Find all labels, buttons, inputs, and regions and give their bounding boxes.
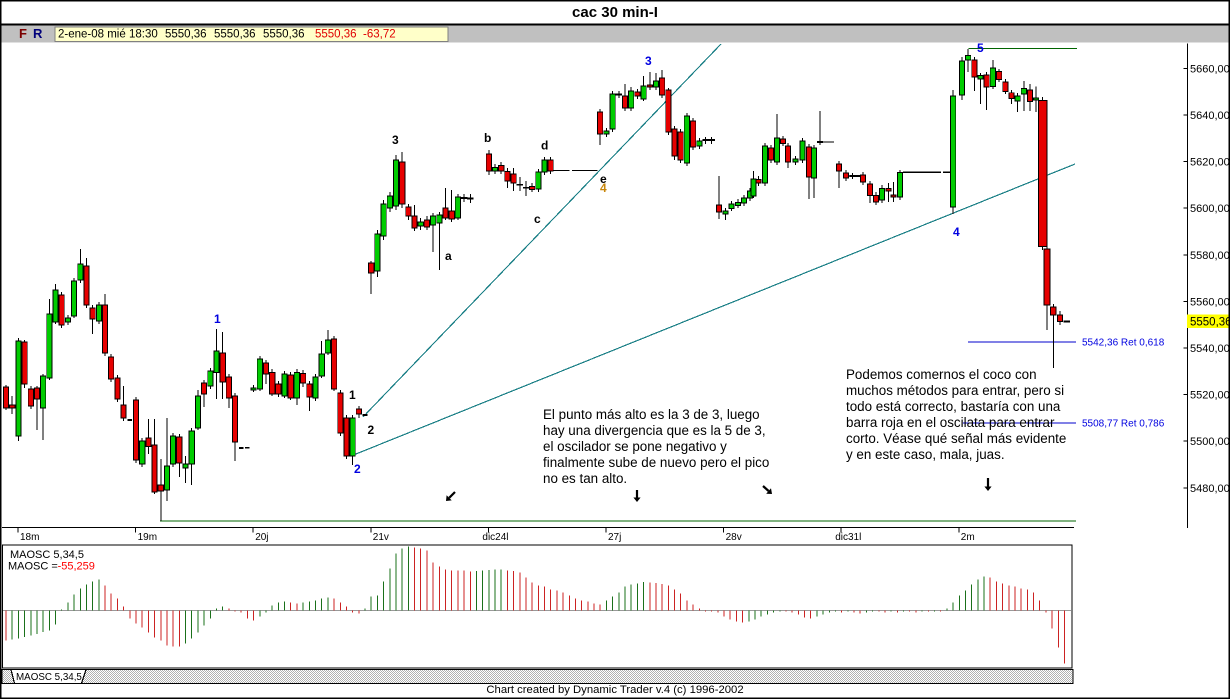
svg-text:3: 3 <box>392 133 399 147</box>
svg-text:R: R <box>33 26 43 41</box>
svg-text:5540,00: 5540,00 <box>1190 343 1230 355</box>
svg-text:5: 5 <box>977 41 984 55</box>
svg-text:e: e <box>600 172 607 186</box>
svg-text:y en este caso, mala, juas.: y en este caso, mala, juas. <box>846 447 1005 462</box>
svg-text:F: F <box>19 26 27 41</box>
svg-text:2m: 2m <box>961 532 975 543</box>
svg-text:no es tan alto.: no es tan alto. <box>543 471 627 486</box>
svg-text:5500,00: 5500,00 <box>1190 436 1230 448</box>
svg-text:dic24l: dic24l <box>482 532 508 543</box>
svg-text:5560,00: 5560,00 <box>1190 296 1230 308</box>
svg-text:5620,00: 5620,00 <box>1190 157 1230 169</box>
svg-text:5640,00: 5640,00 <box>1190 110 1230 122</box>
svg-text:5480,00: 5480,00 <box>1190 483 1230 495</box>
svg-text:a: a <box>445 249 452 263</box>
svg-text:19m: 19m <box>138 532 157 543</box>
svg-text:21v: 21v <box>373 532 389 543</box>
svg-text:4: 4 <box>600 181 607 195</box>
svg-text:d: d <box>541 139 548 153</box>
svg-text:2: 2 <box>354 462 361 476</box>
svg-text:Chart created by Dynamic Trade: Chart created by Dynamic Trader v.4 (c) … <box>486 684 743 696</box>
svg-text:5550,36: 5550,36 <box>1190 317 1230 329</box>
svg-text:todo está correcto, bastaría c: todo está correcto, bastaría con una <box>846 399 1061 414</box>
svg-text:5550,36: 5550,36 <box>214 29 256 41</box>
svg-text:Podemos comernos el coco con: Podemos comernos el coco con <box>846 367 1037 382</box>
svg-text:-55,259: -55,259 <box>58 561 95 573</box>
svg-text:finalmente sube de nuevo pero: finalmente sube de nuevo pero el pico <box>543 455 769 470</box>
svg-text:MAOSC 5,34,5: MAOSC 5,34,5 <box>16 672 82 683</box>
svg-text:5550,36: 5550,36 <box>315 29 357 41</box>
svg-text:20j: 20j <box>255 532 268 543</box>
svg-text:c: c <box>534 212 541 226</box>
svg-text:28v: 28v <box>726 532 742 543</box>
svg-text:5550,36: 5550,36 <box>165 29 207 41</box>
svg-text:2: 2 <box>368 423 375 437</box>
svg-text:hay una divergencia que es la: hay una divergencia que es la 5 de 3, <box>543 423 766 438</box>
svg-text:El punto más alto es la 3 de 3: El punto más alto es la 3 de 3, luego <box>543 407 760 422</box>
svg-text:5520,00: 5520,00 <box>1190 390 1230 402</box>
svg-text:5660,00: 5660,00 <box>1190 63 1230 75</box>
svg-text:5550,36: 5550,36 <box>263 29 305 41</box>
svg-text:MAOSC 5,34,5: MAOSC 5,34,5 <box>10 549 84 561</box>
svg-text:5508,77 Ret 0,786: 5508,77 Ret 0,786 <box>1082 419 1165 430</box>
svg-text:MAOSC =: MAOSC = <box>8 561 58 573</box>
svg-text:dic31l: dic31l <box>835 532 861 543</box>
svg-text:5542,36 Ret 0,618: 5542,36 Ret 0,618 <box>1082 338 1165 349</box>
svg-text:el oscilador se pone negativo: el oscilador se pone negativo y <box>543 439 727 454</box>
svg-text:b: b <box>484 131 491 145</box>
svg-text:5580,00: 5580,00 <box>1190 250 1230 262</box>
svg-text:muchos métodos para entrar, pe: muchos métodos para entrar, pero si <box>846 383 1064 398</box>
svg-text:2-ene-08 mié 18:30: 2-ene-08 mié 18:30 <box>58 29 158 41</box>
svg-text:27j: 27j <box>608 532 621 543</box>
svg-text:3: 3 <box>645 54 652 68</box>
svg-text:4: 4 <box>953 225 960 239</box>
svg-text:1: 1 <box>349 388 356 402</box>
svg-text:5600,00: 5600,00 <box>1190 203 1230 215</box>
svg-text:18m: 18m <box>20 532 39 543</box>
svg-text:-63,72: -63,72 <box>363 29 396 41</box>
svg-text:cac 30 min-I: cac 30 min-I <box>572 4 658 21</box>
svg-text:corto. Véase qué señal más evi: corto. Véase qué señal más evidente <box>846 431 1066 446</box>
svg-text:1: 1 <box>214 312 221 326</box>
svg-text:barra roja en el oscilata para: barra roja en el oscilata para entrar <box>846 415 1055 430</box>
